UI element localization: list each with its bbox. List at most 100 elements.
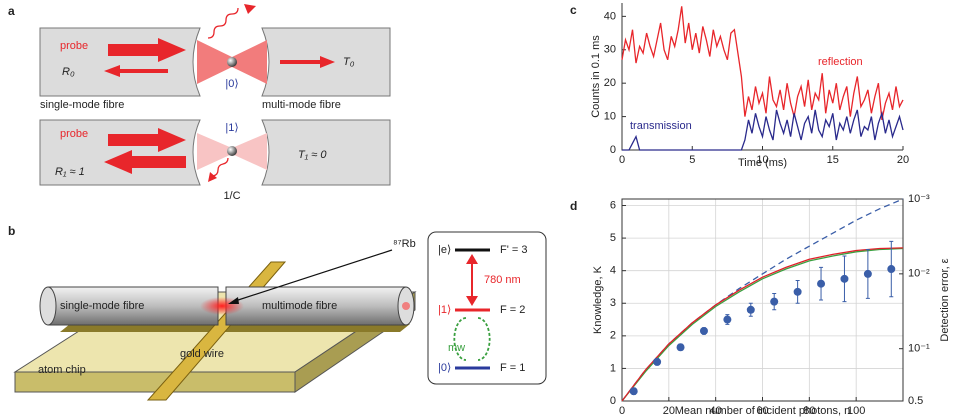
x-tick-label: 100 bbox=[847, 405, 865, 417]
label: single-mode fibre bbox=[60, 300, 144, 312]
y-tick-label: 4 bbox=[610, 265, 616, 277]
fibre bbox=[261, 119, 391, 186]
label: |e⟩ bbox=[438, 244, 451, 256]
panel-a: a probe R₀ |0⟩ T₀ single-mode fibre mult… bbox=[8, 4, 391, 202]
label: |1⟩ bbox=[225, 122, 238, 134]
label: single-mode fibre bbox=[40, 99, 124, 111]
label: |0⟩ bbox=[438, 362, 451, 374]
y-axis-label: Counts in 0.1 ms bbox=[590, 35, 602, 118]
label: T₁ ≈ 0 bbox=[298, 149, 327, 161]
data-line bbox=[621, 247, 904, 402]
label: mw bbox=[448, 342, 465, 354]
y-tick-label: 40 bbox=[604, 10, 616, 22]
x-tick-label: 5 bbox=[689, 154, 695, 166]
arrow bbox=[108, 38, 186, 62]
label: 780 nm bbox=[484, 274, 521, 286]
panel-label: b bbox=[8, 224, 15, 238]
label: gold wire bbox=[180, 348, 224, 360]
atom bbox=[227, 146, 237, 156]
data-point bbox=[699, 326, 708, 335]
y-tick-label: 10 bbox=[604, 110, 616, 122]
data-point bbox=[770, 297, 779, 306]
data-point bbox=[887, 265, 896, 274]
label: probe bbox=[60, 40, 88, 52]
label: T₀ bbox=[343, 56, 355, 68]
y-tick-label: 1 bbox=[610, 362, 616, 374]
y-tick-label: 20 bbox=[604, 77, 616, 89]
y-tick-label: 0 bbox=[610, 395, 616, 407]
series-label: reflection bbox=[818, 56, 863, 68]
data-point bbox=[629, 387, 638, 396]
data-point bbox=[863, 269, 872, 278]
y-tick-label: 5 bbox=[610, 232, 616, 244]
fibre bbox=[39, 27, 201, 97]
x-tick-label: 40 bbox=[710, 405, 722, 417]
data-point bbox=[817, 279, 826, 288]
y-tick-label: 3 bbox=[610, 297, 616, 309]
plot-frame bbox=[621, 198, 904, 402]
label: |0⟩ bbox=[225, 78, 238, 90]
label: F = 2 bbox=[500, 304, 525, 316]
data-line bbox=[621, 247, 904, 402]
y2-axis-label: Detection error, ε bbox=[939, 258, 951, 341]
y-tick-label: 30 bbox=[604, 44, 616, 56]
x-tick-label: 20 bbox=[663, 405, 675, 417]
panel-b: b ⁸⁷Rb single-mode fibre multimode fibre… bbox=[8, 224, 547, 401]
arrow-head bbox=[244, 4, 256, 14]
scatter-arrow bbox=[212, 157, 229, 177]
holder bbox=[60, 324, 410, 332]
level-box bbox=[427, 231, 547, 385]
arrow bbox=[104, 150, 186, 174]
mw-transition bbox=[453, 317, 491, 361]
y-tick-label: 0 bbox=[610, 144, 616, 156]
label: 1/C bbox=[223, 190, 240, 202]
arrow bbox=[280, 56, 335, 68]
label: atom chip bbox=[38, 364, 86, 376]
arrow bbox=[104, 65, 168, 77]
x-tick-label: 60 bbox=[756, 405, 768, 417]
arrow bbox=[108, 128, 186, 152]
data-point bbox=[793, 287, 802, 296]
data-line bbox=[622, 109, 904, 151]
label: |1⟩ bbox=[438, 304, 451, 316]
panel-label: c bbox=[570, 3, 577, 17]
x-axis-label: Time (ms) bbox=[738, 157, 787, 169]
label: F' = 3 bbox=[500, 244, 527, 256]
y2-tick-label: 10⁻³ bbox=[908, 193, 930, 205]
scatter-arrow bbox=[207, 7, 239, 39]
data-line bbox=[621, 6, 904, 121]
x-tick-label: 0 bbox=[619, 154, 625, 166]
label: multi-mode fibre bbox=[262, 99, 341, 111]
series-label: transmission bbox=[630, 120, 692, 132]
pointer bbox=[231, 249, 393, 303]
arrow-head bbox=[466, 296, 478, 306]
x-tick-label: 20 bbox=[897, 154, 909, 166]
label: F = 1 bbox=[500, 362, 525, 374]
x-tick-label: 0 bbox=[619, 405, 625, 417]
label: probe bbox=[60, 128, 88, 140]
data-point bbox=[653, 357, 662, 366]
data-point bbox=[676, 343, 685, 352]
x-tick-label: 10 bbox=[756, 154, 768, 166]
label: R₁ ≈ 1 bbox=[55, 166, 85, 178]
y-tick-label: 6 bbox=[610, 199, 616, 211]
y2-tick-label: 0.5 bbox=[908, 395, 923, 407]
y-axis-label: Knowledge, K bbox=[592, 265, 604, 334]
fibre-core bbox=[402, 302, 410, 310]
y2-tick-label: 10⁻² bbox=[908, 268, 930, 280]
x-axis-label: Mean number of incident photons, n bbox=[675, 405, 851, 417]
x-tick-label: 80 bbox=[803, 405, 815, 417]
fibre-end bbox=[39, 286, 57, 326]
data-point bbox=[746, 305, 755, 314]
y2-tick-label: 10⁻¹ bbox=[908, 343, 930, 355]
label: ⁸⁷Rb bbox=[393, 238, 416, 250]
arrow-head bbox=[208, 172, 217, 182]
data-point bbox=[723, 315, 732, 324]
atom bbox=[227, 57, 237, 67]
label: R₀ bbox=[62, 66, 75, 78]
y-tick-label: 2 bbox=[610, 330, 616, 342]
arrow-head bbox=[228, 297, 239, 304]
arrow-head bbox=[466, 254, 478, 264]
data-point bbox=[840, 274, 849, 283]
